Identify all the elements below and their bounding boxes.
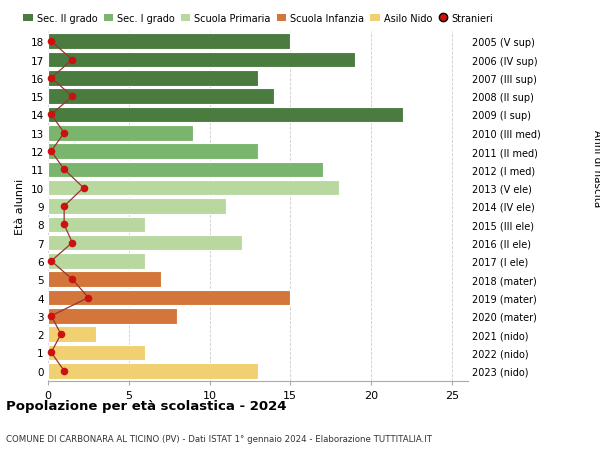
Point <box>59 166 69 174</box>
Bar <box>48 126 193 141</box>
Bar <box>48 162 323 178</box>
Bar <box>48 199 226 214</box>
Point <box>59 367 69 375</box>
Text: Anni di nascita: Anni di nascita <box>592 129 600 207</box>
Bar <box>48 308 177 324</box>
Bar <box>48 34 290 50</box>
Point <box>46 313 56 320</box>
Point <box>56 331 66 338</box>
Bar <box>48 107 403 123</box>
Point <box>67 276 77 283</box>
Bar <box>48 53 355 68</box>
Point <box>59 203 69 210</box>
Point <box>83 294 93 302</box>
Point <box>59 221 69 229</box>
Bar <box>48 89 274 105</box>
Text: Popolazione per età scolastica - 2024: Popolazione per età scolastica - 2024 <box>6 399 287 412</box>
Bar <box>48 327 97 342</box>
Bar <box>48 144 258 160</box>
Bar <box>48 345 145 360</box>
Point <box>67 93 77 101</box>
Bar <box>48 253 145 269</box>
Point <box>79 185 88 192</box>
Bar <box>48 217 145 233</box>
Point <box>46 349 56 356</box>
Y-axis label: Età alunni: Età alunni <box>15 179 25 235</box>
Point <box>59 130 69 137</box>
Point <box>46 148 56 156</box>
Bar <box>48 71 258 86</box>
Point <box>46 112 56 119</box>
Bar <box>48 272 161 287</box>
Bar <box>48 290 290 306</box>
Text: COMUNE DI CARBONARA AL TICINO (PV) - Dati ISTAT 1° gennaio 2024 - Elaborazione T: COMUNE DI CARBONARA AL TICINO (PV) - Dat… <box>6 434 432 443</box>
Point <box>46 39 56 46</box>
Point <box>46 257 56 265</box>
Point <box>46 75 56 82</box>
Point <box>67 57 77 64</box>
Bar <box>48 180 339 196</box>
Point <box>67 240 77 247</box>
Bar <box>48 235 242 251</box>
Legend: Sec. II grado, Sec. I grado, Scuola Primaria, Scuola Infanzia, Asilo Nido, Stran: Sec. II grado, Sec. I grado, Scuola Prim… <box>23 14 493 24</box>
Bar <box>48 363 258 379</box>
